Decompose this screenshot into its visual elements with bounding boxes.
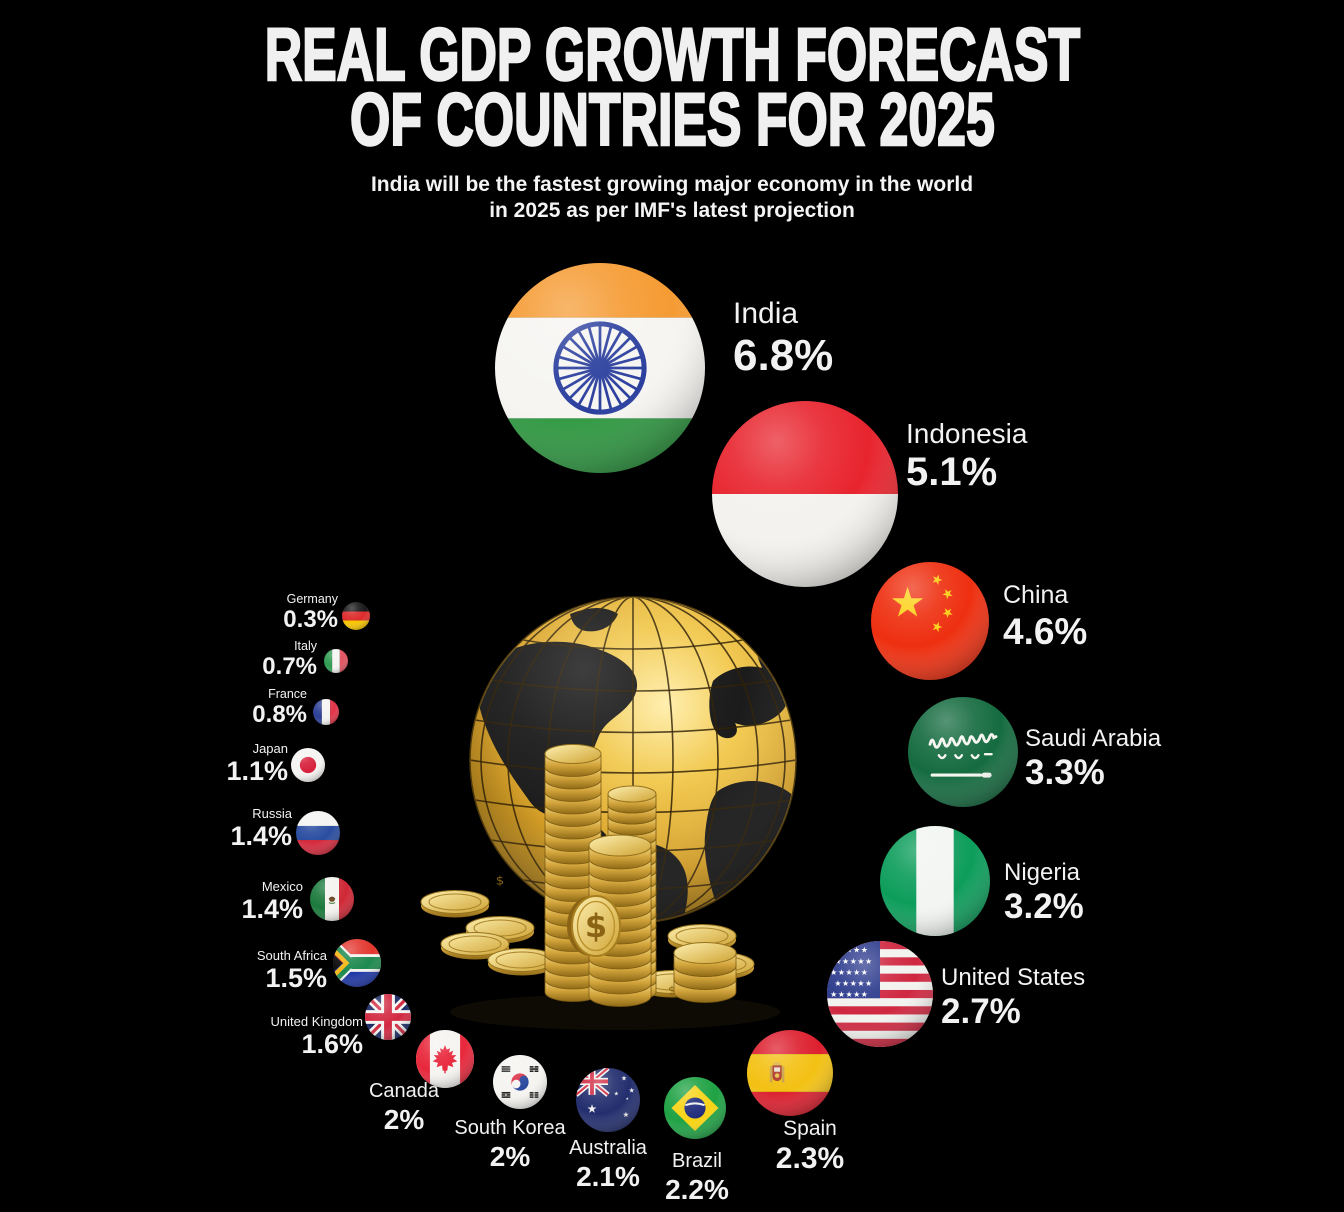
country-label-china: China 4.6% [1003, 578, 1087, 652]
svg-text:$: $ [496, 875, 504, 888]
country-pct: 1.1% [226, 756, 288, 786]
country-label-france: France 0.8% [252, 686, 307, 728]
country-name: United Kingdom [270, 1014, 364, 1029]
country-name: Indonesia [906, 418, 1028, 449]
country-name: Nigeria [1004, 859, 1081, 886]
flag-united-states-icon: ★★★★★ ★★★★★ ★★★★★ ★★★★★ ★★★★★ [827, 941, 933, 1047]
flag-france-icon [313, 699, 339, 725]
country-label-spain: Spain 2.3% [730, 1116, 890, 1175]
country-pct: 3.3% [1025, 753, 1105, 792]
country-pct: 2% [489, 1141, 531, 1172]
country-label-russia: Russia 1.4% [230, 806, 292, 851]
page-title-line2: OF COUNTRIES FOR 2025 [349, 78, 995, 162]
flag-saudi-arabia-icon [908, 697, 1018, 807]
country-label-united-states: United States 2.7% [941, 963, 1085, 1031]
scattered-coins: $ $ [420, 875, 755, 998]
country-pct: 1.4% [230, 821, 292, 851]
country-pct: 1.5% [265, 963, 327, 993]
flag-spain-icon [747, 1030, 833, 1116]
country-pct: 1.6% [301, 1029, 363, 1059]
flag-japan-icon [291, 748, 325, 782]
page-title: REAL GDP GROWTH FORECAST OF COUNTRIES FO… [263, 13, 1080, 162]
country-label-germany: Germany 0.3% [283, 591, 338, 633]
country-pct: 5.1% [906, 450, 998, 494]
country-label-brazil: Brazil 2.2% [617, 1149, 777, 1205]
country-name: Canada [368, 1080, 440, 1102]
country-name: South Africa [256, 948, 327, 963]
country-pct: 3.2% [1004, 887, 1084, 926]
country-pct: 0.7% [262, 653, 317, 680]
flag-brazil-icon [664, 1077, 726, 1139]
flag-nigeria-icon [880, 826, 990, 936]
country-pct: 6.8% [733, 331, 834, 380]
page-subtitle-line1: India will be the fastest growing major … [370, 173, 974, 196]
country-pct: 2% [383, 1104, 425, 1135]
country-pct: 4.6% [1003, 611, 1088, 652]
country-name: Japan [252, 741, 288, 756]
country-label-italy: Italy 0.7% [262, 638, 317, 680]
flag-indonesia-icon [712, 401, 898, 587]
svg-text:$: $ [668, 984, 676, 997]
country-name: Saudi Arabia [1025, 725, 1162, 752]
country-label-south-korea: South Korea 2% [430, 1116, 590, 1172]
flag-canada-icon [416, 1030, 474, 1088]
flag-australia-icon [576, 1068, 640, 1132]
country-name: Brazil [671, 1150, 722, 1172]
flag-united-kingdom-icon [365, 994, 411, 1040]
country-label-japan: Japan 1.1% [226, 741, 288, 786]
country-name: Spain [783, 1117, 837, 1140]
country-name: Germany [286, 592, 338, 606]
dollar-coin: $ [567, 895, 621, 957]
country-label-mexico: Mexico 1.4% [241, 879, 303, 924]
country-label-canada: Canada 2% [324, 1079, 484, 1135]
coin-stack-right-small [673, 942, 737, 1003]
country-pct: 2.3% [775, 1142, 845, 1175]
flag-italy-icon [324, 649, 348, 673]
country-name: Australia [569, 1137, 647, 1159]
country-name: India [733, 297, 799, 330]
flag-india-icon [495, 263, 705, 473]
country-label-united-kingdom: United Kingdom 1.6% [271, 1014, 364, 1059]
country-label-south-africa: South Africa 1.5% [257, 948, 327, 993]
page-title-line1: REAL GDP GROWTH FORECAST [263, 13, 1080, 96]
country-label-nigeria: Nigeria 3.2% [1004, 858, 1084, 926]
flag-china-icon [871, 562, 989, 680]
country-pct: 2.2% [665, 1174, 729, 1205]
country-name: Mexico [261, 879, 303, 894]
country-name: Italy [294, 639, 317, 653]
country-pct: 0.8% [252, 701, 307, 728]
country-pct: 0.3% [283, 606, 338, 633]
country-pct: 1.4% [241, 894, 303, 924]
flag-south-korea-icon [493, 1055, 547, 1109]
country-name: United States [941, 964, 1086, 991]
country-pct: 2.7% [941, 992, 1021, 1031]
flag-south-africa-icon [333, 939, 381, 987]
coins-reflection [450, 994, 780, 1030]
header: REAL GDP GROWTH FORECAST OF COUNTRIES FO… [0, 13, 1344, 162]
svg-text:$: $ [585, 907, 607, 945]
country-label-saudi-arabia: Saudi Arabia 3.3% [1025, 724, 1161, 792]
country-label-indonesia: Indonesia 5.1% [906, 418, 1027, 494]
country-name: China [1003, 581, 1069, 609]
country-label-australia: Australia 2.1% [528, 1136, 688, 1192]
country-name: France [268, 687, 307, 701]
page-subtitle: India will be the fastest growing major … [0, 172, 1344, 224]
country-pct: 2.1% [576, 1161, 640, 1192]
country-name: Russia [252, 806, 292, 821]
flag-mexico-icon [310, 877, 354, 921]
flag-germany-icon [342, 602, 370, 630]
subheader: India will be the fastest growing major … [0, 172, 1344, 224]
country-name: South Korea [454, 1117, 566, 1139]
golden-globe-coins-illustration: $ $ [420, 596, 797, 1030]
page-subtitle-line2: in 2025 as per IMF's latest projection [489, 199, 855, 222]
country-label-india: India 6.8% [733, 296, 833, 380]
flag-russia-icon [296, 811, 340, 855]
